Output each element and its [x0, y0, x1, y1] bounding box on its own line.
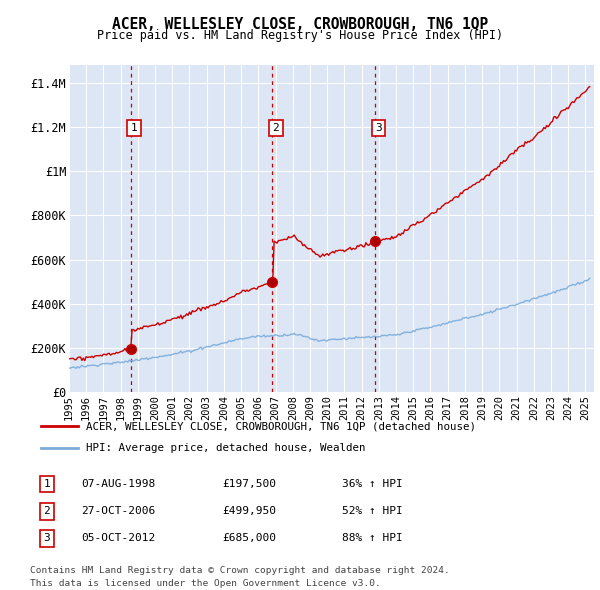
Text: 3: 3	[375, 123, 382, 133]
Text: ACER, WELLESLEY CLOSE, CROWBOROUGH, TN6 1QP (detached house): ACER, WELLESLEY CLOSE, CROWBOROUGH, TN6 …	[86, 421, 476, 431]
Text: £685,000: £685,000	[222, 533, 276, 543]
Text: HPI: Average price, detached house, Wealden: HPI: Average price, detached house, Weal…	[86, 443, 365, 453]
Text: Price paid vs. HM Land Registry's House Price Index (HPI): Price paid vs. HM Land Registry's House …	[97, 30, 503, 42]
Text: ACER, WELLESLEY CLOSE, CROWBOROUGH, TN6 1QP: ACER, WELLESLEY CLOSE, CROWBOROUGH, TN6 …	[112, 17, 488, 31]
Text: 2: 2	[43, 506, 50, 516]
Text: 88% ↑ HPI: 88% ↑ HPI	[342, 533, 403, 543]
Text: 1: 1	[43, 479, 50, 489]
Text: 27-OCT-2006: 27-OCT-2006	[81, 506, 155, 516]
Text: 2: 2	[272, 123, 279, 133]
Text: 05-OCT-2012: 05-OCT-2012	[81, 533, 155, 543]
Text: This data is licensed under the Open Government Licence v3.0.: This data is licensed under the Open Gov…	[30, 579, 381, 588]
Text: £499,950: £499,950	[222, 506, 276, 516]
Text: Contains HM Land Registry data © Crown copyright and database right 2024.: Contains HM Land Registry data © Crown c…	[30, 566, 450, 575]
Text: £197,500: £197,500	[222, 479, 276, 489]
Text: 3: 3	[43, 533, 50, 543]
Text: 07-AUG-1998: 07-AUG-1998	[81, 479, 155, 489]
Text: 1: 1	[131, 123, 137, 133]
Text: 52% ↑ HPI: 52% ↑ HPI	[342, 506, 403, 516]
Text: 36% ↑ HPI: 36% ↑ HPI	[342, 479, 403, 489]
